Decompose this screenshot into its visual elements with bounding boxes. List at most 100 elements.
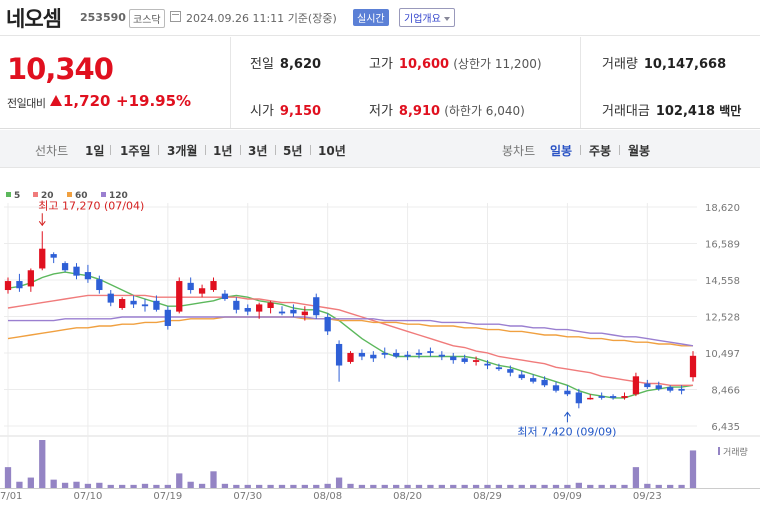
x-tick-label: 09/09 [553, 491, 582, 502]
datetime-text: 2024.09.26 11:11 [186, 12, 285, 25]
company-overview-dropdown[interactable]: 기업개요 [399, 8, 455, 27]
high-label: 고가 [369, 57, 393, 72]
candle-body [256, 304, 263, 312]
candle-body [632, 376, 640, 395]
low-price: 저가 8,910 (하한가 6,040) [369, 100, 525, 119]
period-5y[interactable]: 5년 [283, 144, 303, 158]
candle-body [587, 397, 594, 400]
low-value: 8,910 [398, 104, 441, 119]
volume-bar [575, 482, 582, 488]
period-3y[interactable]: 3년 [248, 144, 268, 158]
candle-body [358, 352, 366, 357]
volume-bar [39, 440, 46, 488]
candle-body [518, 374, 525, 379]
candle-chart-label: 봉차트 [502, 144, 536, 158]
candle-body [50, 254, 57, 258]
volume-bar [324, 483, 331, 488]
high-value: 10,600 [398, 57, 450, 72]
divider [580, 37, 581, 128]
prev-close-label: 전일 [250, 57, 274, 72]
period-1w[interactable]: 1주일 [120, 144, 151, 158]
volume-bar [472, 484, 480, 488]
candle-body [141, 304, 149, 307]
y-tick-label: 14,558 [705, 276, 740, 287]
candle-body [130, 300, 137, 305]
candle-body [438, 354, 445, 357]
candle-body [393, 352, 400, 357]
basis-text: 기준(장중) [287, 12, 337, 25]
volume-value: 10,147,668 [643, 57, 727, 72]
lower-limit: (하한가 6,040) [444, 104, 525, 118]
amount-label: 거래대금 [602, 104, 650, 119]
period-1d[interactable]: 1일 [85, 144, 105, 158]
volume-bar [130, 484, 137, 488]
amount-value: 102,418 [655, 104, 716, 119]
candle-body [198, 288, 206, 294]
low-annotation: 최저 7,420 (09/09) [517, 425, 616, 438]
volume-bar [73, 481, 80, 488]
volume-bar [290, 484, 297, 488]
volume-bar [233, 484, 240, 488]
volume-bar [552, 484, 560, 488]
candle-body [655, 385, 662, 389]
volume-bar [587, 484, 594, 488]
low-arrow-head [564, 411, 571, 417]
candle-body [27, 270, 34, 287]
volume: 거래량 10,147,668 [602, 53, 726, 72]
volume-bar [667, 484, 674, 488]
price-change-pct: +19.95% [116, 92, 192, 110]
change-label: 전일대비 [7, 97, 46, 110]
candle-body [324, 316, 331, 332]
candle-body [621, 396, 628, 398]
candle-body [267, 302, 274, 309]
volume-bar [689, 450, 697, 488]
volume-bar [495, 484, 503, 488]
volume-bar [484, 484, 491, 488]
candle-body [84, 272, 92, 280]
volume-bar [198, 483, 206, 488]
volume-bar [187, 481, 194, 488]
volume-bar [530, 484, 537, 488]
ma-line-60 [7, 316, 693, 347]
volume-bar [313, 484, 320, 488]
candle-body [575, 392, 582, 404]
period-3m[interactable]: 3개월 [167, 144, 198, 158]
candle-body [278, 311, 286, 314]
high-annotation: 최고 17,270 (07/04) [38, 199, 144, 212]
up-triangle-icon [50, 95, 62, 106]
candle-body [472, 360, 480, 362]
volume-bar [347, 483, 354, 488]
volume-label: 거래량 [723, 446, 748, 458]
candle-body [61, 263, 69, 271]
volume-bar [96, 482, 103, 488]
y-tick-label: 12,528 [705, 313, 740, 324]
prev-close: 전일 8,620 [250, 53, 321, 72]
candle-body [210, 281, 217, 291]
volume-bar [644, 483, 651, 488]
candle-body [164, 309, 171, 326]
candle-body [404, 354, 411, 357]
chart-period-bar: 선차트 1일 1주일 3개월 1년 3년 5년 10년 봉차트 일봉 주봉 월봉 [0, 130, 760, 168]
overview-label: 기업개요 [404, 14, 441, 25]
volume-bar [438, 484, 445, 488]
high-price: 고가 10,600 (상한가 11,200) [369, 53, 542, 72]
period-1y[interactable]: 1년 [213, 144, 233, 158]
stock-code: 253590 [80, 11, 126, 24]
volume-legend-swatch [718, 447, 720, 455]
period-daily[interactable]: 일봉 [550, 144, 573, 158]
open-label: 시가 [250, 104, 274, 119]
x-tick-label: 08/29 [473, 491, 502, 502]
x-tick-label: 08/08 [313, 491, 342, 502]
volume-bar [210, 471, 217, 488]
realtime-button[interactable]: 실시간 [353, 9, 389, 26]
volume-bar [164, 484, 171, 488]
candle-body [609, 396, 617, 398]
separator [110, 145, 111, 155]
candle-body [667, 387, 674, 391]
period-monthly[interactable]: 월봉 [628, 144, 651, 158]
amount-unit: 백만 [719, 104, 742, 118]
candle-body [119, 299, 126, 309]
volume-bar [221, 483, 229, 488]
period-weekly[interactable]: 주봉 [589, 144, 612, 158]
period-10y[interactable]: 10년 [318, 144, 346, 158]
